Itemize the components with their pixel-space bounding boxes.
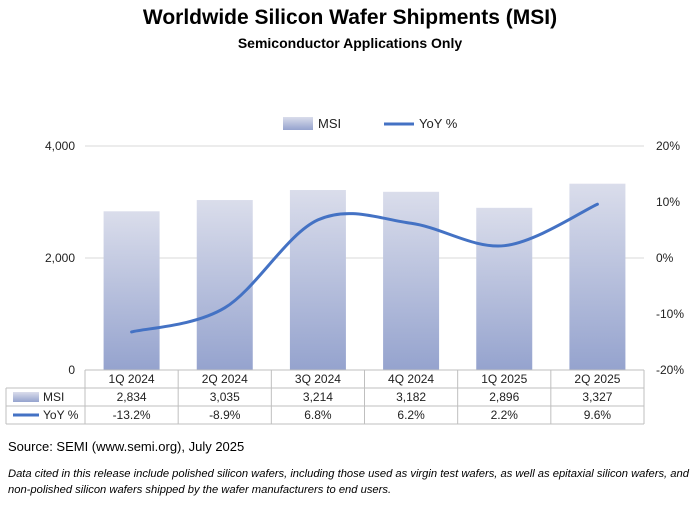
bar-msi — [196, 200, 253, 370]
table-key-msi — [13, 392, 39, 402]
data-label-yoy: 9.6% — [584, 408, 612, 422]
data-label-yoy: 6.8% — [304, 408, 332, 422]
data-label-msi: 2,896 — [489, 390, 519, 404]
x-axis-tick-label: 2Q 2024 — [202, 372, 248, 386]
x-axis-tick-label: 1Q 2025 — [481, 372, 527, 386]
right-axis-tick-label: -10% — [656, 307, 684, 321]
table-series-label-msi: MSI — [43, 390, 64, 404]
bar-msi — [103, 211, 160, 370]
bar-msi — [476, 207, 533, 370]
bar-msi — [569, 183, 626, 370]
right-axis-tick-label: -20% — [656, 363, 684, 377]
chart-title: Worldwide Silicon Wafer Shipments (MSI) — [142, 6, 558, 29]
x-axis-tick-label: 1Q 2024 — [109, 372, 155, 386]
x-axis-tick-label: 2Q 2025 — [574, 372, 620, 386]
left-axis-tick-label: 2,000 — [45, 251, 75, 265]
legend-label-msi: MSI — [318, 116, 341, 131]
right-axis-tick-label: 10% — [656, 195, 680, 209]
right-axis-tick-label: 0% — [656, 251, 674, 265]
data-label-msi: 3,327 — [582, 390, 612, 404]
bar-msi — [383, 191, 440, 370]
line-yoy — [130, 202, 599, 334]
legend-label-yoy: YoY % — [419, 116, 458, 131]
data-label-msi: 2,834 — [117, 390, 147, 404]
legend-swatch-msi — [283, 117, 313, 130]
source-line: Source: SEMI (www.semi.org), July 2025 — [8, 439, 245, 454]
x-axis-tick-label: 4Q 2024 — [388, 372, 434, 386]
table-series-label-yoy: YoY % — [43, 408, 79, 422]
data-label-yoy: 6.2% — [397, 408, 425, 422]
data-label-yoy: 2.2% — [491, 408, 519, 422]
left-axis-tick-label: 4,000 — [45, 139, 75, 153]
data-label-msi: 3,182 — [396, 390, 426, 404]
data-label-yoy: -13.2% — [113, 408, 151, 422]
data-label-msi: 3,035 — [210, 390, 240, 404]
bar-msi — [289, 190, 346, 370]
data-label-yoy: -8.9% — [209, 408, 241, 422]
right-axis-tick-label: 20% — [656, 139, 680, 153]
chart-subtitle: Semiconductor Applications Only — [237, 35, 463, 51]
left-axis-tick-label: 0 — [68, 363, 75, 377]
data-label-msi: 3,214 — [303, 390, 333, 404]
footnote: Data cited in this release include polis… — [8, 468, 689, 496]
x-axis-tick-label: 3Q 2024 — [295, 372, 341, 386]
